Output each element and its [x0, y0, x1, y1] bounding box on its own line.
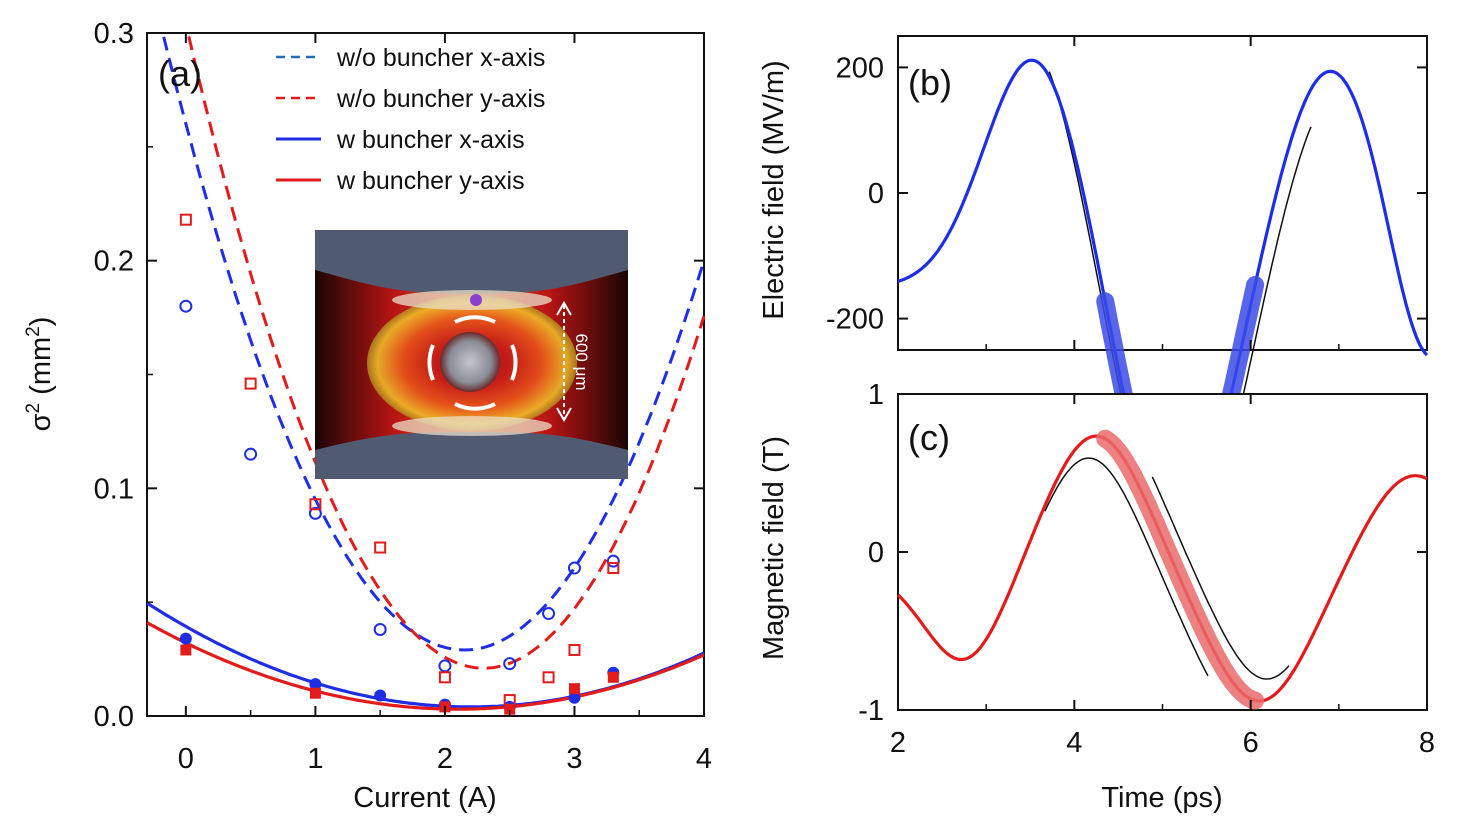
point-s2-0 — [179, 632, 192, 645]
b-ytick-label-2: 200 — [836, 52, 884, 84]
a-xtick-label-2: 2 — [437, 743, 453, 775]
inset-field-map: 600 μm — [315, 230, 628, 479]
a-xtick-label-0: 0 — [178, 743, 194, 775]
legend-label-3: w buncher y-axis — [336, 167, 525, 195]
panel-a-ylabel-text: σ2 (mm2) — [23, 317, 57, 432]
panel-b-label: (b) — [908, 62, 952, 103]
point-s3-1 — [309, 687, 321, 699]
c-xtick-label-3: 8 — [1419, 727, 1435, 759]
point-s0-0 — [179, 299, 193, 313]
panel-c-ylabel: Magnetic field (T) — [758, 436, 790, 660]
point-s0-2 — [308, 506, 322, 520]
c-xtick-label-0: 2 — [890, 727, 906, 759]
panel-b-ticks: -200 0 200 — [826, 36, 1428, 350]
inset-scale-arrow-bottom — [556, 407, 572, 422]
panel-c-ticks: 2 4 6 8 -1 0 1 — [858, 379, 1435, 759]
c-xtick-label-1: 4 — [1066, 727, 1082, 759]
panel-c-label: (c) — [908, 417, 950, 458]
point-s1-6 — [542, 671, 555, 684]
legend-label-2: w buncher x-axis — [336, 126, 525, 154]
point-s1-3 — [374, 541, 387, 554]
panel-a-legend: w/o buncher x-axis w/o buncher y-axis w bu… — [276, 44, 545, 195]
point-s3-3 — [504, 703, 516, 715]
fit-line-0 — [162, 36, 706, 652]
fit-line-3 — [146, 621, 705, 711]
a-ytick-label-2: 0.2 — [94, 246, 134, 278]
panel-b-frame — [897, 35, 1428, 351]
point-s3-0 — [180, 644, 192, 656]
point-s0-5 — [503, 657, 517, 671]
panel-c: 2 4 6 8 -1 0 1 (c) Time (ps) — [858, 379, 1435, 814]
a-xtick-label-1: 1 — [307, 743, 323, 775]
inset-circulation-arrow-top — [454, 315, 496, 324]
point-s0-1 — [244, 447, 258, 461]
c-xtick-label-2: 6 — [1243, 727, 1259, 759]
panel-a-ylabel: σ2 (mm2) — [23, 317, 57, 432]
panel-a-fit-lines — [146, 36, 706, 711]
fit-line-1 — [187, 36, 706, 670]
panel-c-curve — [896, 429, 1428, 710]
bracket-0 — [1044, 457, 1209, 677]
inset-scale-label: 600 μm — [572, 333, 591, 390]
point-s1-1 — [244, 377, 257, 390]
inset-bottom-arrows — [392, 416, 552, 436]
point-s0-6 — [542, 607, 556, 621]
panel-a-label: (a) — [158, 53, 202, 94]
c-ytick-label-1: 0 — [868, 537, 884, 569]
point-s0-7 — [567, 561, 581, 575]
panel-c-bracket-annotations — [1044, 457, 1290, 680]
b-ytick-label-0: -200 — [826, 304, 884, 336]
bracket-1 — [1151, 476, 1290, 680]
panel-b: -200 0 200 (b) — [826, 35, 1429, 564]
panel-b-ylabel: Electric field (MV/m) — [758, 60, 790, 319]
point-s1-7 — [568, 643, 581, 656]
a-ytick-label-1: 0.1 — [94, 473, 134, 505]
inset-circulation-arrow-left — [427, 344, 435, 381]
a-ytick-label-0: 0.0 — [94, 701, 134, 733]
inset-scale-arrow-top — [556, 301, 572, 316]
a-ytick-label-3: 0.3 — [94, 18, 134, 50]
point-s1-8 — [607, 562, 620, 575]
b-ytick-label-1: 0 — [868, 178, 884, 210]
inset-circulation-arrow-right — [510, 344, 518, 381]
inset-beam-spot — [440, 332, 500, 392]
point-s3-4 — [568, 683, 580, 695]
inset-purple-marker — [470, 294, 482, 306]
c-ytick-label-0: -1 — [858, 695, 884, 727]
panel-a-data-points — [179, 213, 620, 715]
a-xtick-label-3: 3 — [566, 743, 582, 775]
point-s3-5 — [607, 671, 619, 683]
inset-circulation-arrow-bottom — [454, 402, 496, 411]
panel-a: 0 1 2 3 4 0.0 0.1 0.2 0.3 — [23, 18, 712, 814]
point-s0-3 — [373, 622, 387, 636]
point-s2-1 — [309, 678, 322, 691]
point-s2-2 — [374, 689, 387, 702]
legend-label-1: w/o buncher y-axis — [336, 85, 545, 113]
point-s0-8 — [606, 554, 620, 568]
panel-a-ticks: 0 1 2 3 4 0.0 0.1 0.2 0.3 — [94, 18, 712, 775]
legend-label-0: w/o buncher x-axis — [336, 44, 545, 72]
point-s1-2 — [309, 498, 322, 511]
point-s2-5 — [568, 691, 581, 704]
panel-c-xlabel: Time (ps) — [1101, 782, 1222, 814]
pulse-highlight — [1096, 429, 1265, 710]
point-s1-0 — [179, 213, 192, 226]
a-xtick-label-4: 4 — [696, 743, 712, 775]
point-s1-4 — [438, 671, 451, 684]
panel-a-xlabel: Current (A) — [353, 782, 496, 814]
c-ytick-label-2: 1 — [868, 379, 884, 411]
